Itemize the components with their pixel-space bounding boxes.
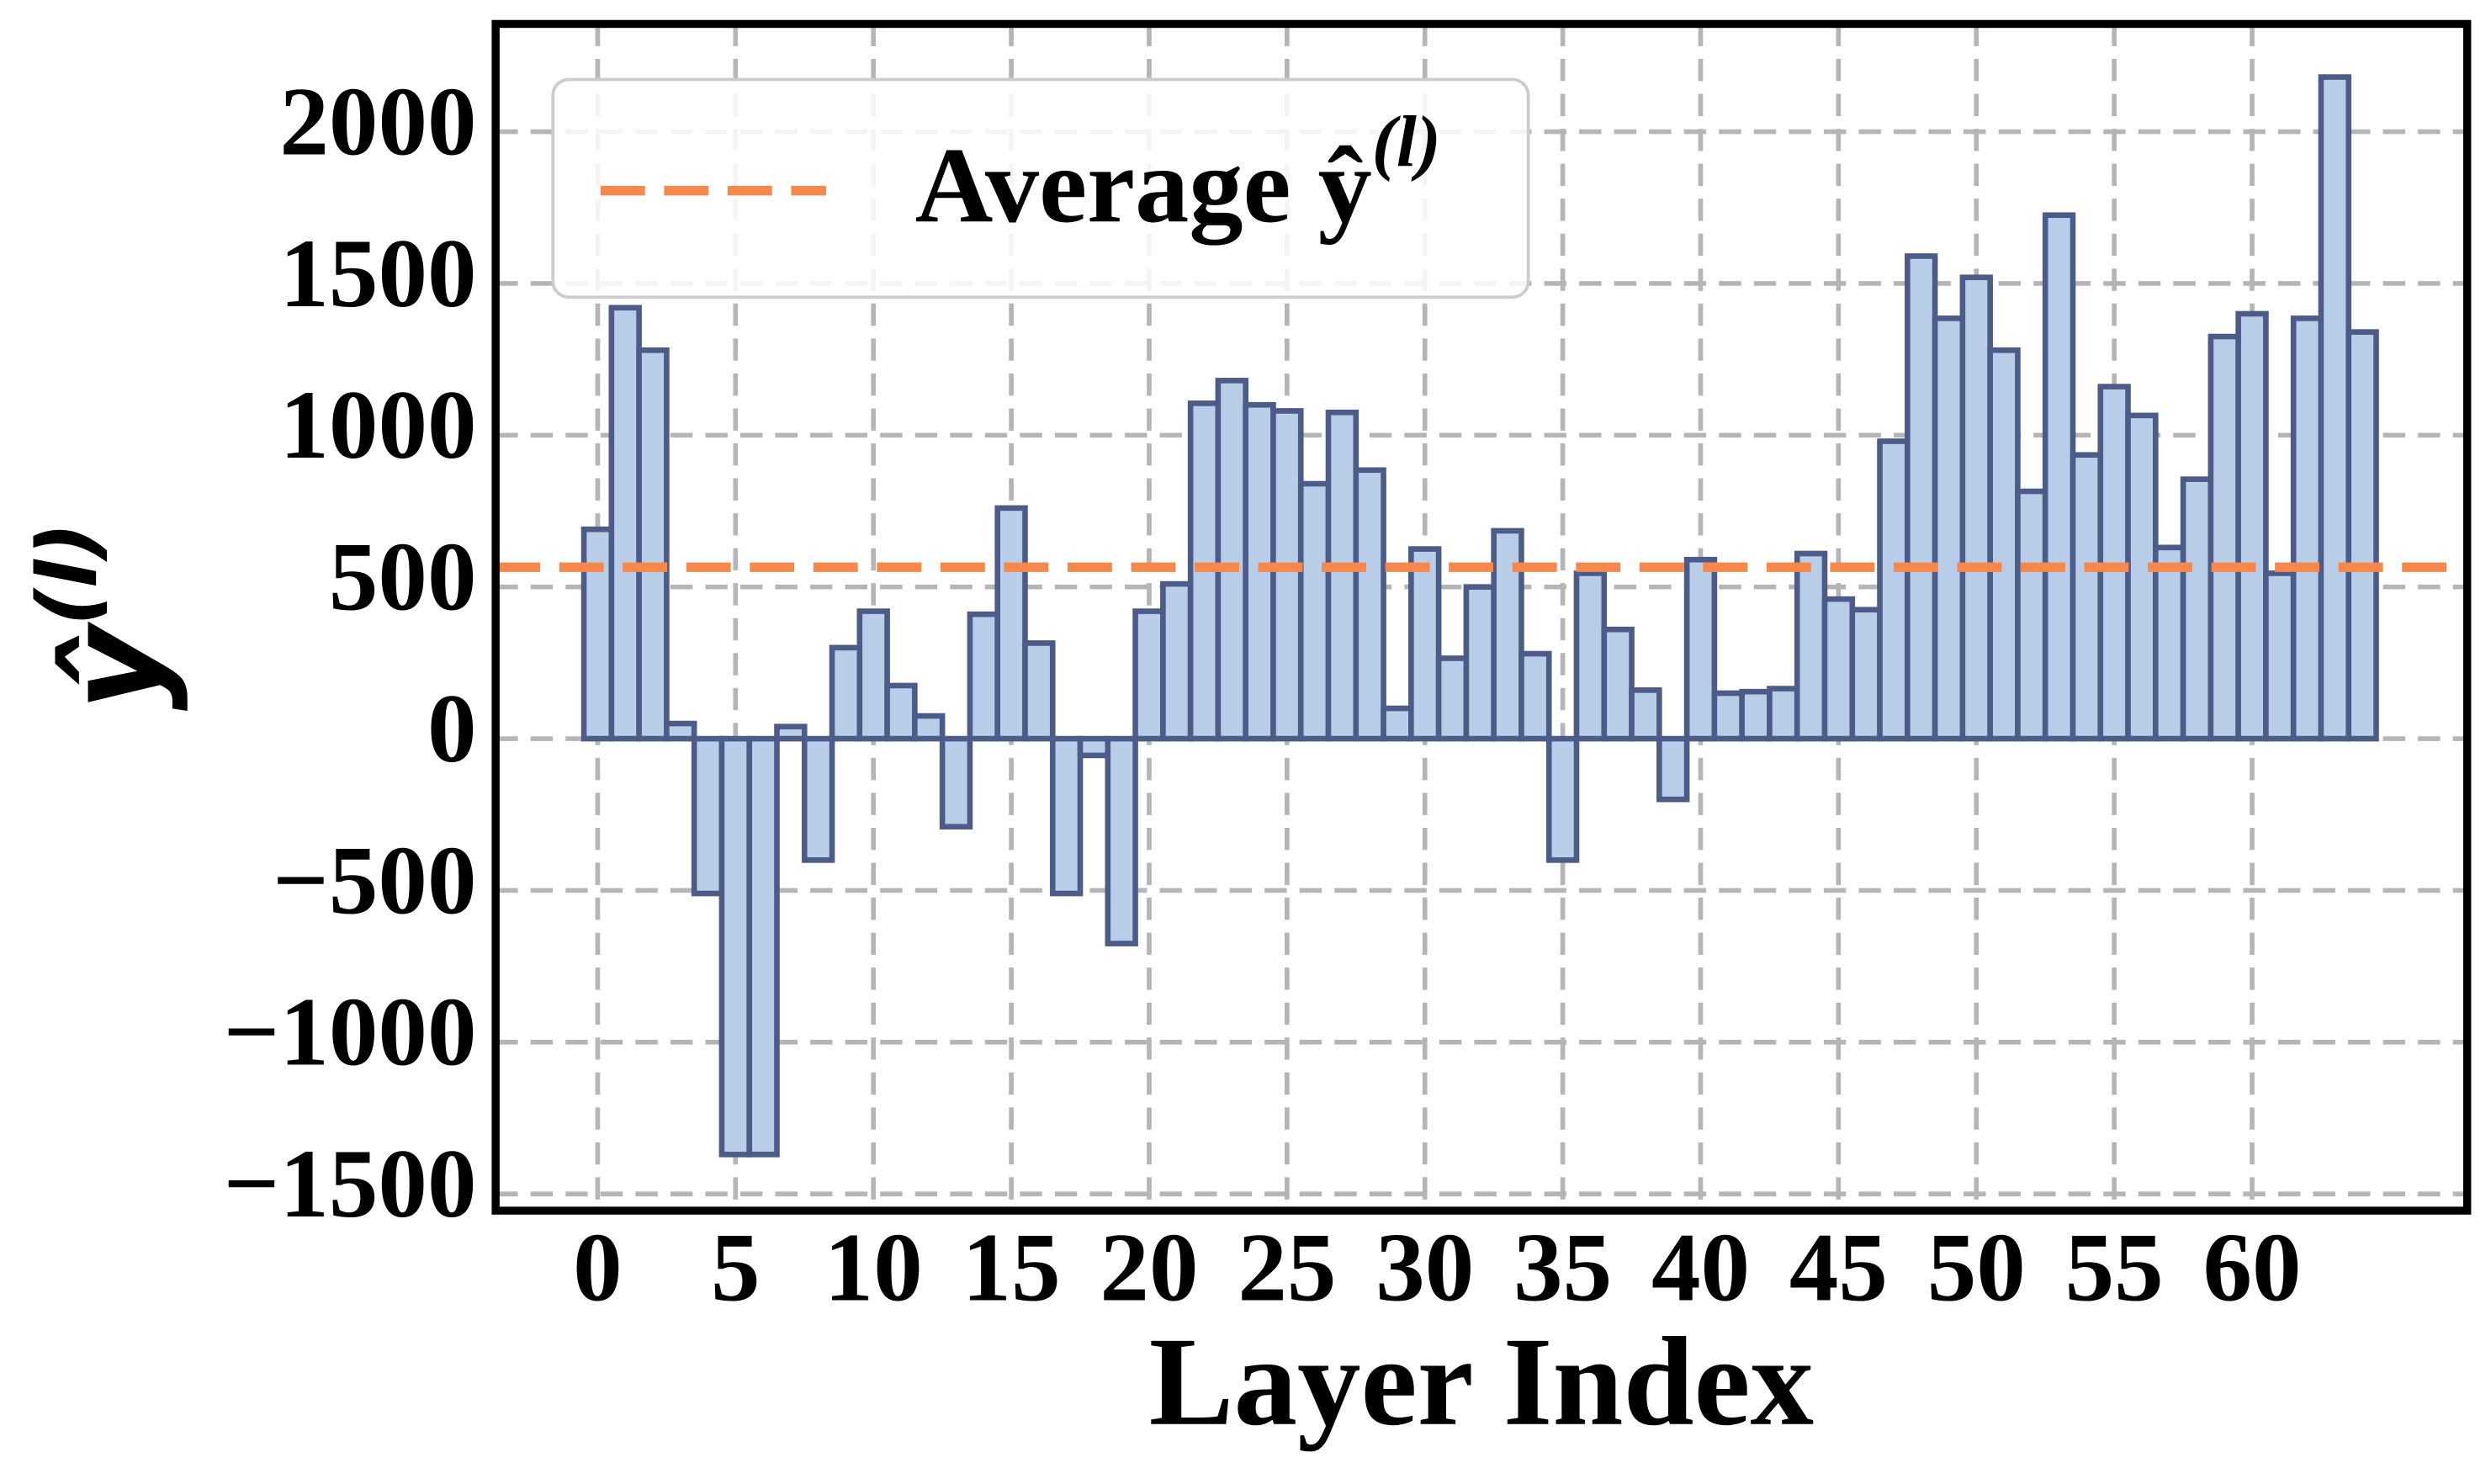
x-tick-label: 55	[2065, 1213, 2164, 1322]
bar	[1821, 596, 1856, 742]
y-tick-label: 1500	[279, 220, 476, 328]
bar	[2263, 570, 2297, 742]
x-tick-label: 60	[2202, 1213, 2301, 1322]
x-tick-label: 5	[711, 1213, 761, 1322]
legend-box	[551, 77, 1530, 299]
x-tick-label: 35	[1513, 1213, 1612, 1322]
legend-label: Average ŷ(l)	[915, 102, 1441, 246]
bar	[664, 720, 697, 742]
bar	[746, 735, 780, 1158]
x-tick-label: 25	[1238, 1213, 1336, 1322]
bar	[856, 608, 890, 742]
bar	[1353, 467, 1386, 742]
bar	[1491, 527, 1524, 742]
bar	[718, 735, 753, 1158]
bar	[2345, 329, 2379, 742]
bar	[1022, 640, 1056, 742]
bar	[691, 735, 725, 897]
bar	[939, 735, 973, 830]
bar	[1408, 546, 1442, 742]
bar	[608, 305, 642, 742]
bar	[1132, 608, 1166, 742]
bar	[1711, 690, 1745, 742]
x-tick-label: 0	[573, 1213, 623, 1322]
bar	[994, 505, 1028, 742]
bar	[1518, 650, 1552, 742]
bar	[1049, 735, 1084, 897]
bar	[2290, 315, 2324, 742]
y-axis-label: ŷ(l)	[20, 522, 191, 711]
bar	[2318, 74, 2352, 742]
bar	[1987, 347, 2021, 742]
bar	[2207, 333, 2241, 742]
bar	[1325, 409, 1359, 742]
x-axis-label: Layer Index	[1149, 1311, 1814, 1452]
y-tick-label: −1000	[224, 978, 477, 1087]
bar	[2042, 212, 2076, 742]
bar	[1270, 408, 1304, 742]
bar	[1601, 626, 1635, 742]
x-tick-label: 30	[1375, 1213, 1474, 1322]
y-axis-label-base: ŷ	[39, 621, 191, 711]
bar	[2070, 452, 2104, 742]
bar	[801, 735, 835, 863]
bar	[774, 723, 808, 742]
bar	[1932, 315, 1966, 742]
bar	[1381, 705, 1414, 742]
x-tick-label: 50	[1927, 1213, 2026, 1322]
bar	[636, 347, 670, 742]
bar	[580, 526, 615, 742]
bar	[1463, 584, 1497, 742]
x-tick-label: 40	[1651, 1213, 1750, 1322]
bar	[1656, 735, 1690, 803]
bar	[1297, 480, 1332, 742]
bar	[2180, 476, 2214, 742]
y-tick-label: 2000	[279, 67, 476, 176]
bar	[1105, 735, 1138, 946]
bar	[912, 713, 946, 742]
y-tick-label: −500	[273, 826, 476, 935]
plot-frame	[491, 19, 2472, 1215]
bar	[1215, 378, 1248, 742]
legend-text: Average ŷ	[915, 126, 1372, 246]
bar	[829, 644, 863, 742]
bar	[1794, 550, 1828, 742]
x-tick-label: 45	[1789, 1213, 1888, 1322]
bar	[1959, 274, 1993, 742]
legend-sup: (l)	[1372, 102, 1441, 183]
bar	[1683, 556, 1718, 742]
bar	[884, 682, 918, 742]
bar	[1077, 735, 1111, 759]
y-tick-label: −1500	[224, 1130, 477, 1238]
bar	[1160, 580, 1194, 742]
bar	[967, 611, 1001, 742]
x-tick-label: 10	[824, 1213, 923, 1322]
bar	[1435, 655, 1470, 742]
x-tick-label: 15	[962, 1213, 1061, 1322]
bar	[1739, 688, 1773, 742]
bar	[1573, 570, 1608, 742]
x-tick-label: 20	[1100, 1213, 1198, 1322]
bar	[2235, 310, 2269, 742]
bar	[2125, 412, 2159, 742]
bar	[2015, 488, 2048, 742]
bar	[1849, 607, 1883, 742]
bar	[1905, 253, 1938, 742]
bar	[1877, 438, 1911, 742]
y-axis-label-sup: (l)	[20, 522, 116, 626]
bar	[2152, 544, 2186, 742]
bar	[1545, 735, 1580, 863]
y-tick-label: 0	[427, 675, 477, 783]
bar	[1767, 686, 1800, 742]
bar	[1629, 687, 1662, 742]
y-tick-label: 500	[329, 523, 477, 632]
y-tick-label: 1000	[279, 371, 476, 480]
